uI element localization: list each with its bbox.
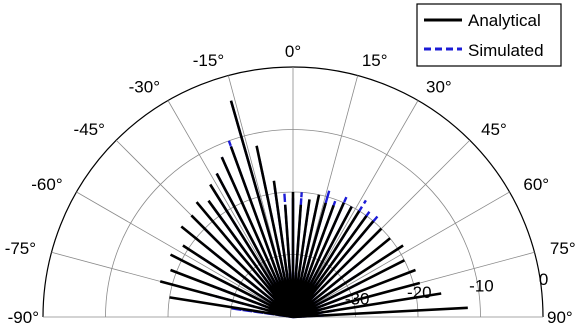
grid-spoke [167,100,294,318]
angle-tick-label: -90° [8,308,39,327]
angle-tick-label: -60° [31,175,62,194]
legend-label-analytical: Analytical [468,11,541,30]
angle-tick-label: 60° [523,175,549,194]
angle-tick-label: 45° [481,120,507,139]
grid-spoke [292,191,510,318]
angle-tick-label: -15° [193,51,224,70]
angle-tick-label: -30° [129,78,160,97]
data-curves [159,100,468,319]
angle-tick-label: 75° [550,239,576,258]
angle-tick-label: 0° [285,42,301,61]
angle-tick-label: 90° [547,308,573,327]
radial-tick-label: -10 [469,276,494,295]
grid-spoke [292,100,419,318]
legend-box [416,3,562,67]
angle-tick-label: 15° [362,51,388,70]
grid-spoke [76,191,294,318]
legend-label-simulated: Simulated [468,41,544,60]
angle-tick-label: 30° [426,78,452,97]
radial-tick-label: -20 [407,283,432,302]
angle-tick-label: -75° [5,239,36,258]
series-analytical-curve [159,100,468,319]
radial-tick-label: 0 [539,270,548,289]
radial-tick-labels: -30 -20 -10 0 [345,270,548,309]
legend: Analytical Simulated [416,3,562,67]
radial-tick-label: -30 [345,289,370,308]
angle-tick-label: -45° [74,120,105,139]
angle-tick-labels: -90° -75° -60° -45° -30° -15° 0° 15° 30° 45° 60° 75… [5,42,576,327]
